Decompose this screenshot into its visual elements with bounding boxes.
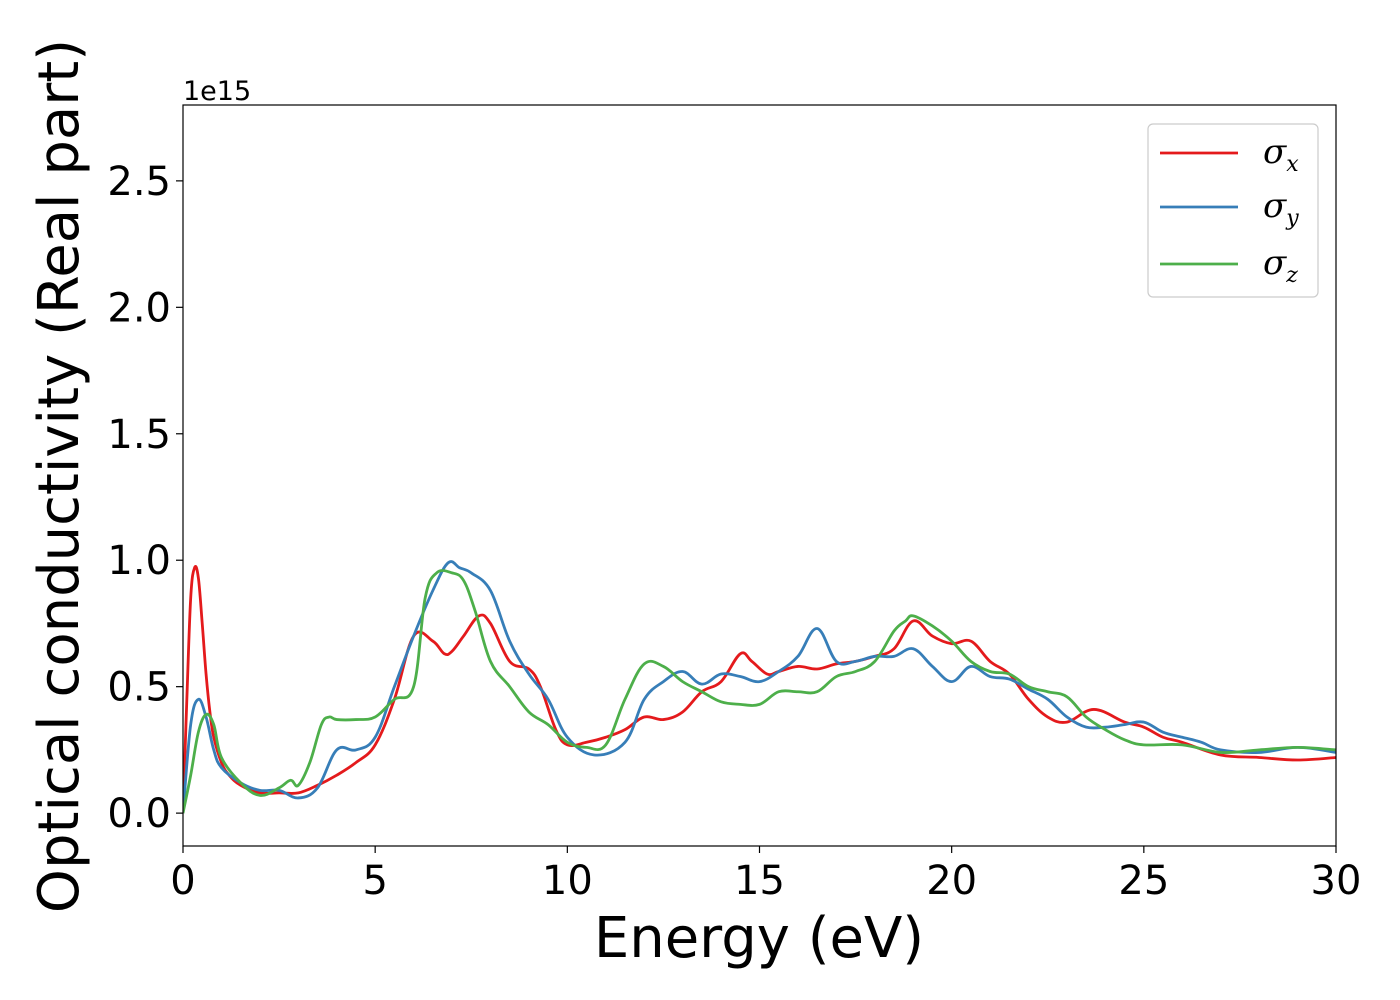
legend-subscript: x xyxy=(1286,152,1299,177)
y-tick-label: 1.0 xyxy=(107,538,171,584)
y-offset-label: 1e15 xyxy=(183,76,251,107)
series-line-y xyxy=(183,560,1336,814)
legend-subscript: z xyxy=(1285,263,1298,288)
y-tick-label: 2.5 xyxy=(107,159,171,205)
x-tick-label: 25 xyxy=(1118,858,1169,904)
y-tick-label: 0.0 xyxy=(107,791,171,837)
legend-label-x: σx xyxy=(1263,132,1299,177)
x-tick-label: 20 xyxy=(926,858,977,904)
y-tick-label: 1.5 xyxy=(107,412,171,458)
legend-label-z: σz xyxy=(1263,243,1298,288)
x-tick-label: 0 xyxy=(170,858,195,904)
y-tick-label: 2.0 xyxy=(107,285,171,331)
x-tick-label: 30 xyxy=(1311,858,1362,904)
y-axis: 0.0 0.5 1.0 1.5 2.0 2.5 xyxy=(107,159,183,837)
legend-label-y: σy xyxy=(1263,186,1299,231)
y-tick-label: 0.5 xyxy=(107,665,171,711)
x-axis-label: Energy (eV) xyxy=(594,906,924,971)
legend-symbol: σ xyxy=(1263,243,1287,283)
series-line-x xyxy=(183,565,1336,814)
x-tick-label: 10 xyxy=(542,858,593,904)
x-tick-label: 15 xyxy=(734,858,785,904)
y-axis-label: Optical conductivity (Real part) xyxy=(27,39,92,913)
legend-box xyxy=(1147,123,1319,298)
series-layer xyxy=(183,560,1336,814)
x-axis: 0 5 10 15 20 25 30 xyxy=(170,846,1361,904)
legend-symbol: σ xyxy=(1263,186,1287,226)
series-line-z xyxy=(183,569,1336,814)
x-tick-label: 5 xyxy=(362,858,387,904)
legend-subscript: y xyxy=(1285,206,1299,231)
legend-symbol: σ xyxy=(1263,132,1287,172)
